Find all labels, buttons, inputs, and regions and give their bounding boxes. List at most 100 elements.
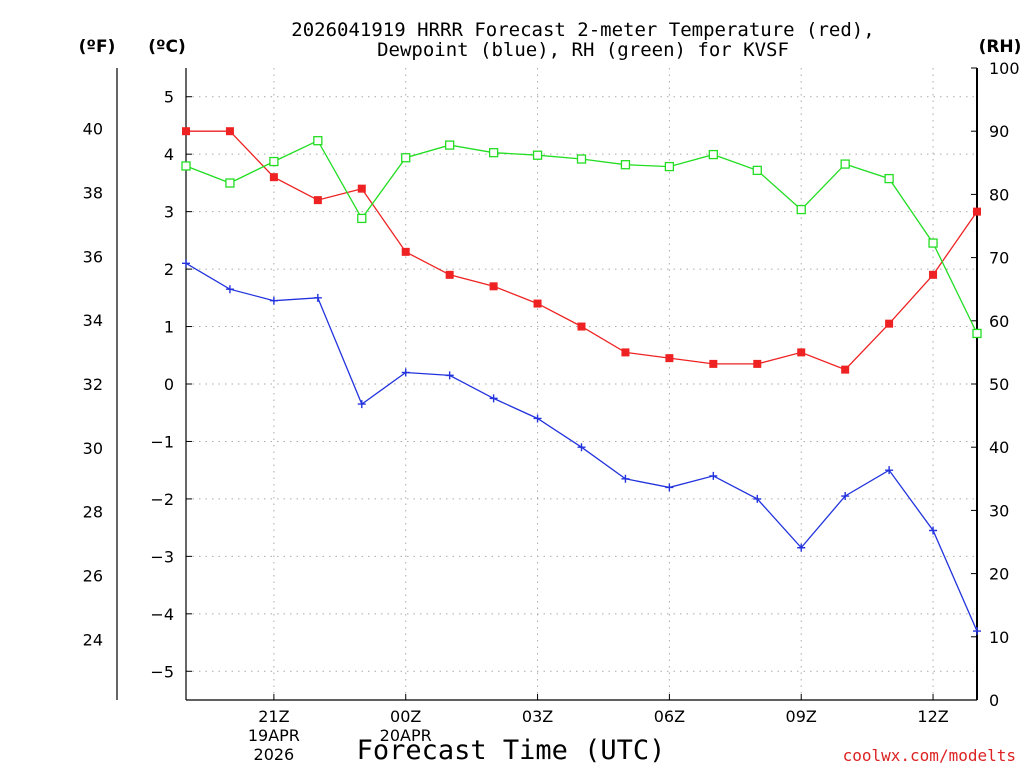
fahrenheit-tick-label: 38 [83, 183, 103, 202]
chart-title-line2: Dewpoint (blue), RH (green) for KVSF [377, 39, 789, 61]
celsius-unit-label: (ºC) [148, 37, 186, 57]
gridlines [186, 68, 977, 700]
temperature-point [533, 299, 542, 308]
temperature-point [445, 270, 454, 279]
fahrenheit-tick-label: 34 [83, 311, 103, 330]
temperature-point [577, 322, 586, 331]
data-series [181, 127, 982, 636]
fahrenheit-tick-label: 36 [83, 247, 103, 266]
rh-tick-label: 60 [989, 312, 1009, 331]
temperature-point [709, 359, 718, 368]
dewpoint-point [621, 474, 630, 483]
dewpoint-point [665, 483, 674, 492]
rh-point [752, 165, 762, 176]
dewpoint-point [753, 494, 762, 503]
temperature-point [841, 365, 850, 374]
watermark: coolwx.com/modelts [843, 746, 1016, 765]
x-tick-label: 12Z [917, 707, 948, 726]
celsius-tick-label: 1 [164, 318, 174, 337]
fahrenheit-tick-label: 40 [83, 120, 103, 139]
temperature-point [401, 247, 410, 256]
x-tick-label: 09Z [786, 707, 817, 726]
celsius-tick-label: −5 [150, 662, 174, 681]
temperature-point [182, 127, 190, 136]
fahrenheit-tick-label: 28 [83, 503, 103, 522]
rh-point [181, 161, 191, 171]
dewpoint-point [533, 414, 542, 423]
rh-point [884, 173, 894, 184]
dewpoint-point [313, 293, 322, 302]
temperature-point [621, 348, 630, 357]
rh-tick-label: 0 [989, 691, 999, 710]
celsius-tick-label: 5 [164, 88, 174, 107]
dewpoint-point [797, 543, 806, 552]
temperature-point [797, 348, 806, 357]
celsius-tick-label: −1 [150, 432, 174, 451]
rh-point [401, 153, 411, 163]
fahrenheit-tick-label: 24 [83, 630, 103, 649]
celsius-tick-label: −3 [150, 547, 174, 566]
temperature-series-line [186, 130, 978, 371]
rh-tick-label: 40 [989, 438, 1009, 457]
rh-point [928, 238, 938, 248]
celsius-tick-label: −2 [150, 490, 174, 509]
rh-point [532, 150, 543, 160]
rh-tick-label: 70 [989, 249, 1009, 268]
rh-point [357, 213, 367, 224]
rh-series-line [185, 139, 978, 334]
dewpoint-point [885, 466, 894, 475]
temperature-point [269, 173, 278, 182]
rh-point [488, 148, 499, 158]
temperature-point [753, 359, 762, 368]
dewpoint-point [577, 443, 586, 452]
x-tick-year: 2026 [254, 745, 295, 764]
rh-point [576, 154, 587, 164]
dewpoint-point [445, 371, 454, 380]
dewpoint-point [489, 394, 498, 403]
temperature-point [885, 319, 894, 328]
dewpoint-point [841, 492, 850, 501]
rh-point [445, 140, 455, 150]
fahrenheit-unit-label: (ºF) [79, 37, 116, 57]
x-tick-date: 19APR [248, 726, 300, 745]
celsius-tick-label: 2 [164, 260, 174, 279]
temperature-point [225, 127, 234, 136]
rh-point [664, 161, 675, 172]
dewpoint-point [709, 471, 718, 480]
temperature-point [313, 196, 322, 205]
x-tick-label: 00Z [390, 707, 421, 726]
rh-tick-label: 80 [989, 185, 1009, 204]
dewpoint-point [929, 526, 938, 535]
dewpoint-point [182, 259, 190, 268]
rh-tick-label: 30 [989, 501, 1009, 520]
chart-title-line1: 2026041919 HRRR Forecast 2-meter Tempera… [291, 19, 874, 41]
rh-tick-label: 50 [989, 375, 1009, 394]
temperature-point [357, 184, 366, 193]
rh-point [269, 156, 279, 167]
fahrenheit-tick-label: 30 [83, 439, 103, 458]
celsius-tick-label: 3 [164, 203, 174, 222]
dewpoint-point [269, 296, 278, 305]
temperature-point [489, 282, 498, 291]
dewpoint-point [973, 627, 981, 636]
rh-point [620, 160, 631, 170]
x-tick-date: 20APR [380, 726, 432, 745]
fahrenheit-tick-label: 26 [83, 567, 103, 586]
rh-tick-label: 100 [989, 59, 1020, 78]
rh-point [972, 328, 982, 339]
rh-unit-label: (RH) [979, 37, 1022, 57]
celsius-tick-label: −4 [150, 605, 174, 624]
rh-point [708, 149, 718, 160]
dewpoint-point [401, 368, 410, 377]
dewpoint-point [225, 285, 234, 294]
celsius-tick-label: 4 [164, 145, 174, 164]
temperature-point [929, 270, 938, 279]
x-axis-title: Forecast Time (UTC) [357, 735, 666, 766]
x-tick-label: 03Z [522, 707, 553, 726]
rh-point [313, 136, 323, 146]
fahrenheit-tick-label: 32 [83, 375, 103, 394]
rh-tick-label: 20 [989, 565, 1009, 584]
celsius-tick-label: 0 [164, 375, 174, 394]
rh-point [840, 159, 850, 169]
